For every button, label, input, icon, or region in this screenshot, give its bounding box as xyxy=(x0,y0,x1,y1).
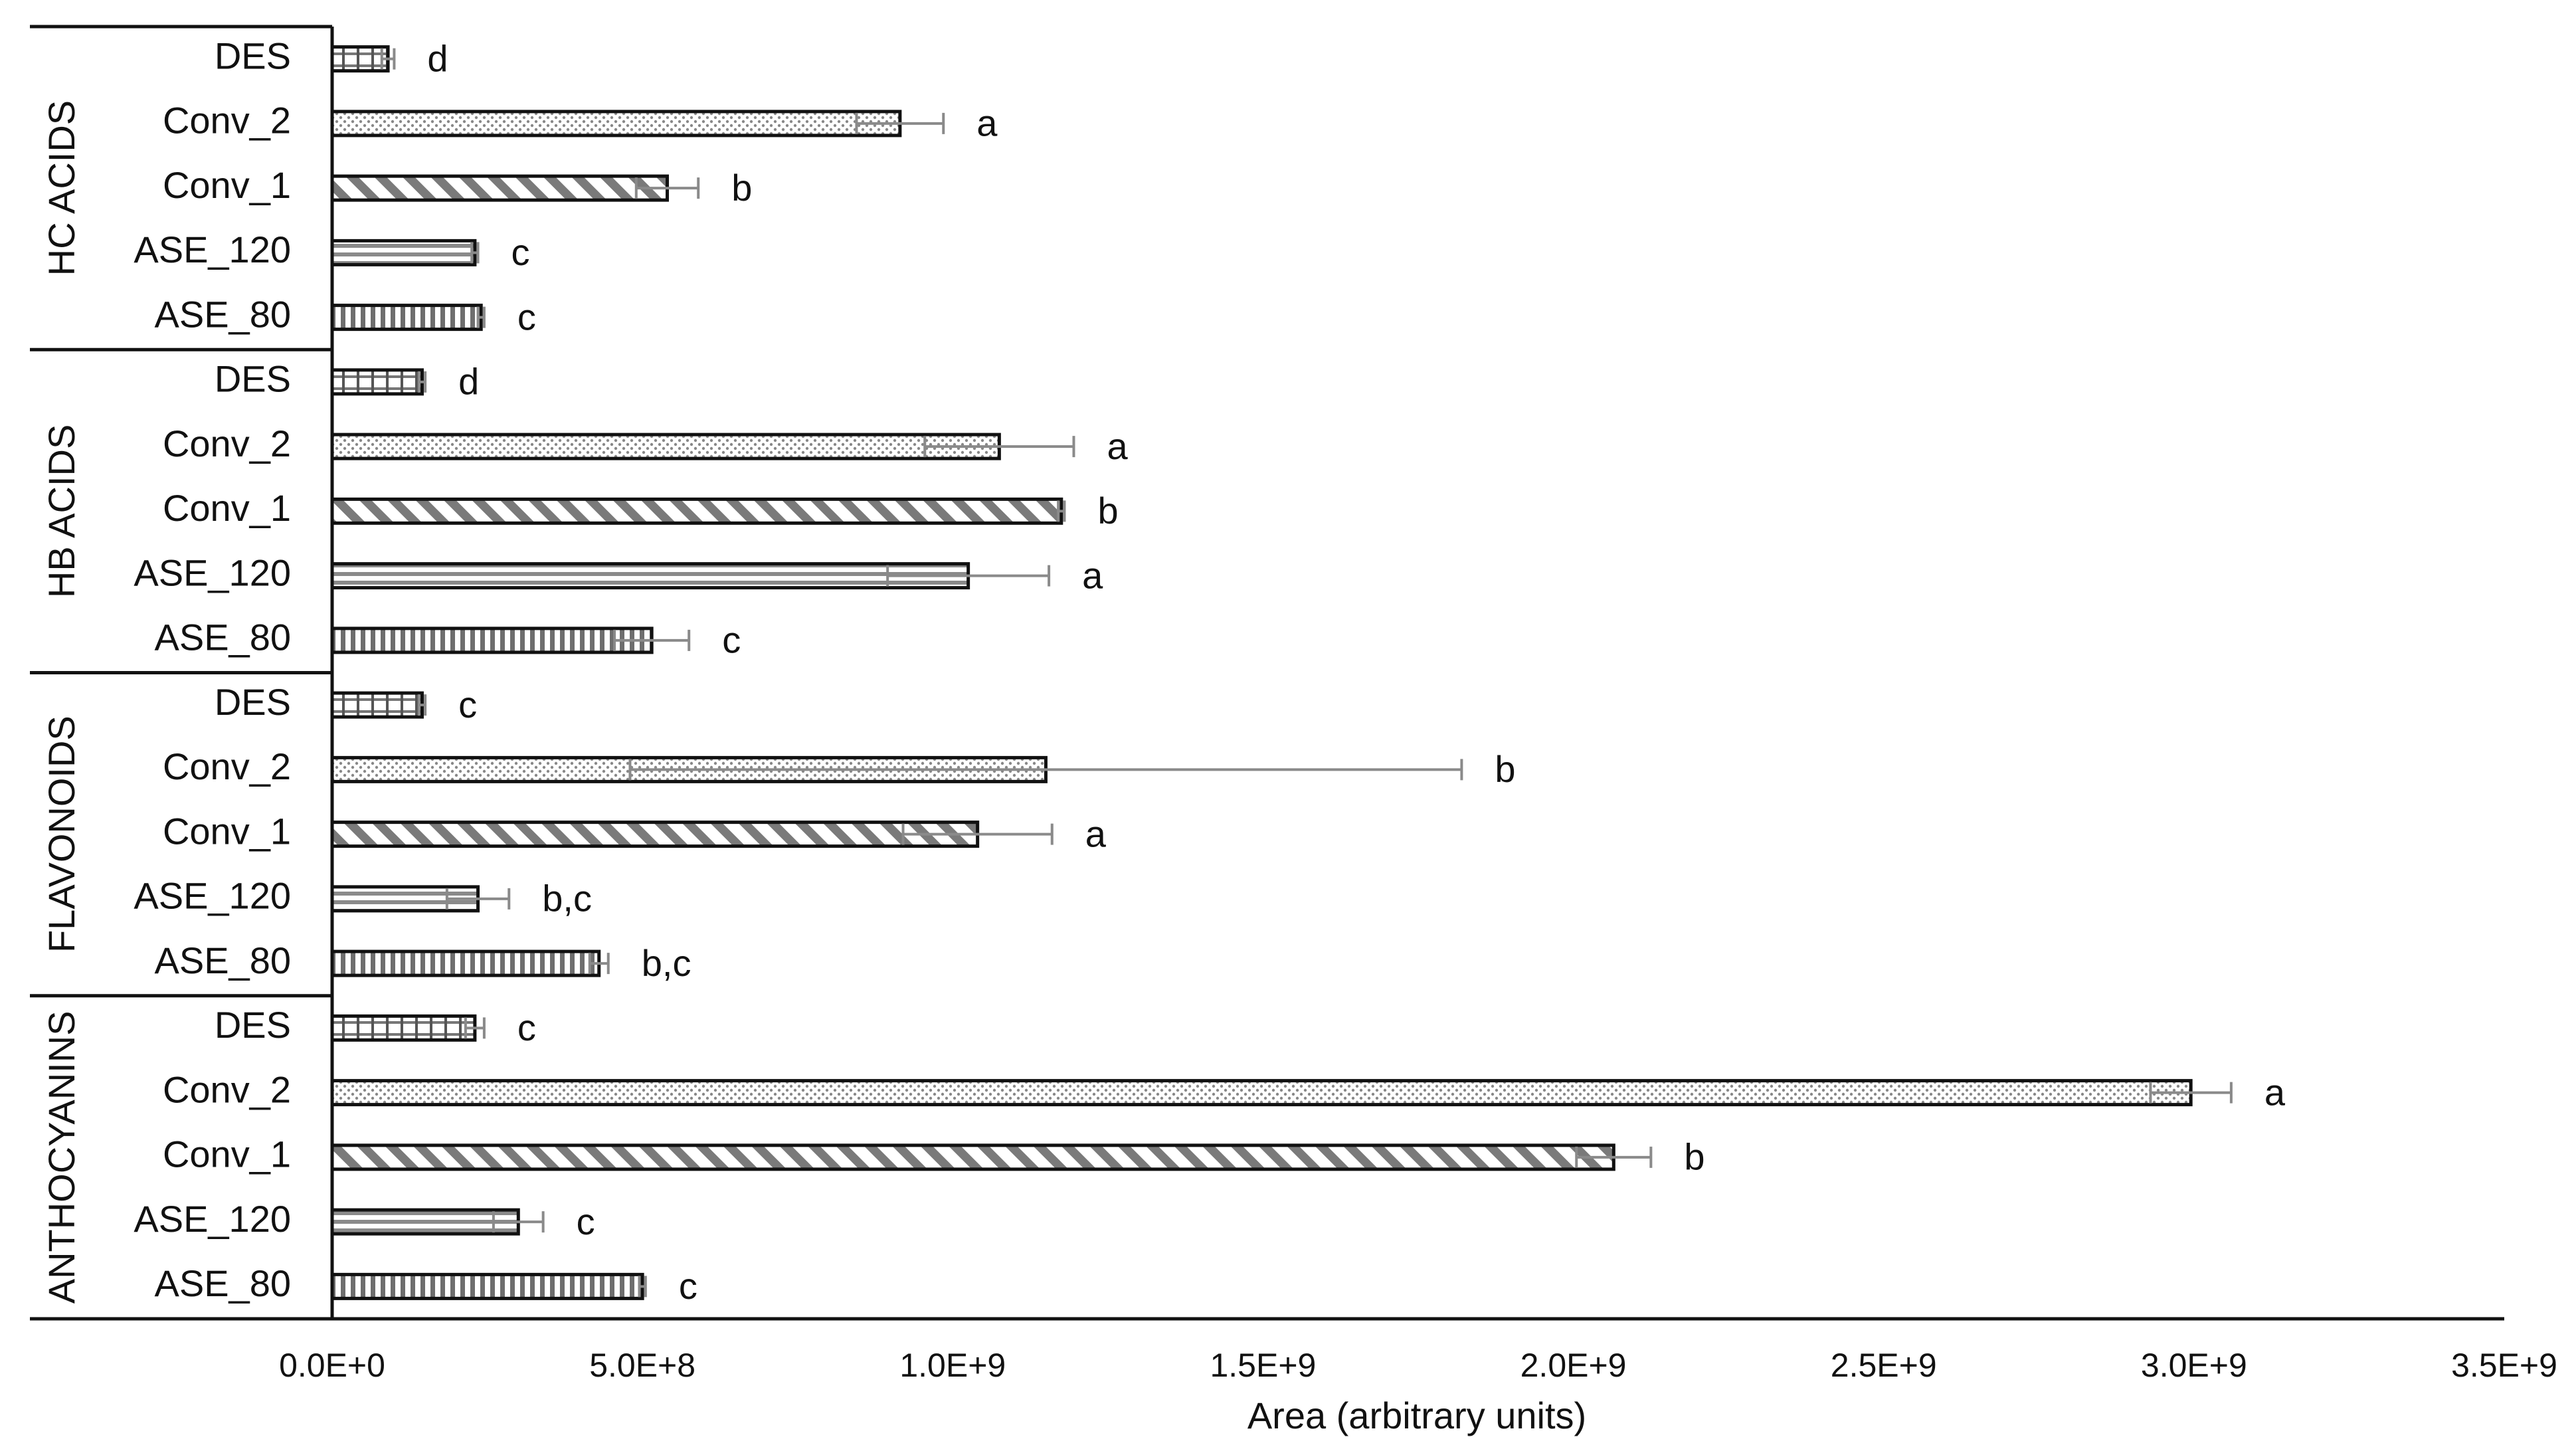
x-tick-label: 5.0E+8 xyxy=(589,1347,695,1384)
x-tick-label: 2.0E+9 xyxy=(1520,1347,1627,1384)
bar xyxy=(330,304,483,332)
bar xyxy=(330,1272,644,1300)
category-label: Conv_2 xyxy=(163,1068,291,1110)
category-label: Conv_2 xyxy=(163,100,291,142)
significance-letter: b xyxy=(1097,490,1118,532)
category-label: Conv_2 xyxy=(163,423,291,464)
bar xyxy=(330,949,601,977)
bar xyxy=(330,1208,520,1236)
significance-letter: d xyxy=(458,361,479,403)
significance-letter: c xyxy=(722,619,741,661)
category-label: Conv_2 xyxy=(163,745,291,787)
significance-letter: c xyxy=(577,1201,595,1242)
bar xyxy=(330,821,980,848)
group-label: HC ACIDS xyxy=(41,100,82,276)
x-tick-label: 1.5E+9 xyxy=(1210,1347,1316,1384)
group-label: HB ACIDS xyxy=(41,425,82,598)
category-label: ASE_80 xyxy=(155,617,292,658)
category-label: DES xyxy=(215,1004,291,1046)
category-label: Conv_1 xyxy=(163,487,291,529)
bar xyxy=(330,433,1001,460)
bar xyxy=(330,691,424,719)
category-label: ASE_80 xyxy=(155,1262,292,1304)
bar xyxy=(330,1079,2193,1107)
significance-letter: c xyxy=(679,1265,697,1307)
significance-letter: b,c xyxy=(542,878,592,919)
significance-letter: a xyxy=(1082,554,1103,596)
category-label: ASE_120 xyxy=(134,1198,291,1240)
category-label: Conv_1 xyxy=(163,164,291,206)
category-label: ASE_80 xyxy=(155,939,292,981)
significance-letter: b xyxy=(1495,748,1515,790)
x-tick-label: 2.5E+9 xyxy=(1831,1347,1937,1384)
x-tick-label: 1.0E+9 xyxy=(899,1347,1006,1384)
category-label: DES xyxy=(215,681,291,723)
x-tick-label: 0.0E+0 xyxy=(279,1347,385,1384)
group-label: FLAVONOIDS xyxy=(41,716,82,953)
bar xyxy=(330,174,670,202)
significance-letter: a xyxy=(2264,1071,2286,1113)
significance-letter: b,c xyxy=(642,942,691,984)
bar xyxy=(330,627,654,654)
significance-letter: c xyxy=(458,684,477,726)
category-label: ASE_80 xyxy=(155,293,292,335)
category-label: ASE_120 xyxy=(134,229,291,270)
significance-letter: c xyxy=(517,296,536,338)
significance-letter: c xyxy=(517,1007,536,1048)
bar xyxy=(330,110,902,138)
significance-letter: a xyxy=(1107,425,1128,467)
category-label: ASE_120 xyxy=(134,551,291,593)
significance-letter: d xyxy=(427,37,448,79)
significance-letter: a xyxy=(1085,813,1107,854)
category-label: Conv_1 xyxy=(163,810,291,852)
x-axis-title: Area (arbitrary units) xyxy=(1247,1395,1586,1436)
x-tick-label: 3.5E+9 xyxy=(2451,1347,2557,1384)
category-label: ASE_120 xyxy=(134,875,291,917)
bar xyxy=(330,562,970,590)
significance-letter: b xyxy=(731,167,752,209)
category-label: Conv_1 xyxy=(163,1133,291,1175)
significance-letter: a xyxy=(976,102,998,144)
group-label: ANTHOCYANINS xyxy=(41,1011,82,1304)
bar xyxy=(330,239,477,266)
bar xyxy=(330,1143,1615,1171)
x-tick-label: 3.0E+9 xyxy=(2141,1347,2247,1384)
category-label: DES xyxy=(215,358,291,400)
bar xyxy=(330,497,1063,525)
bar xyxy=(330,1014,477,1042)
bar xyxy=(330,45,390,73)
significance-letter: b xyxy=(1684,1136,1704,1178)
significance-letter: c xyxy=(511,231,530,273)
category-label: DES xyxy=(215,35,291,76)
bar xyxy=(330,368,424,396)
